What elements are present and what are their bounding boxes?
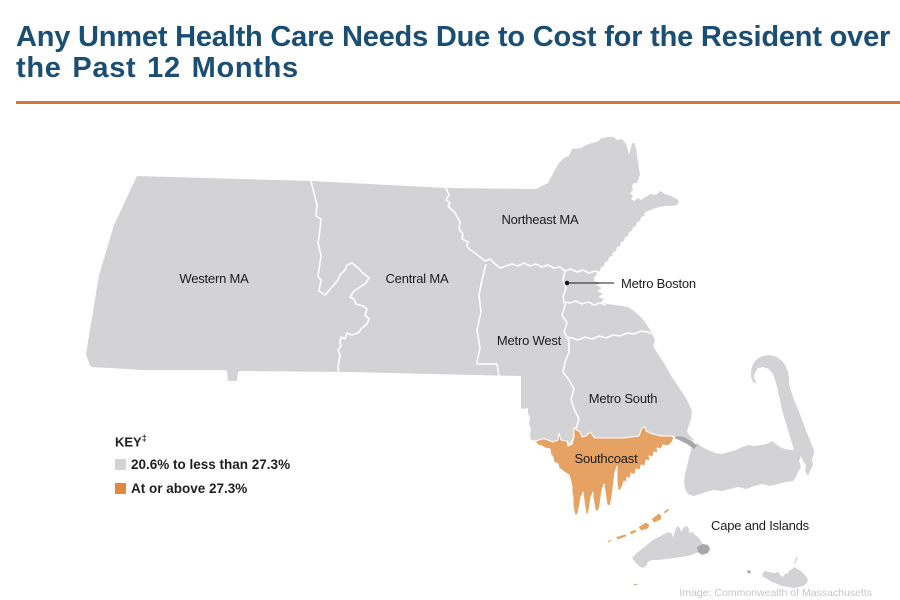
svg-text:Metro Boston: Metro Boston [621,276,696,291]
svg-text:Southcoast: Southcoast [574,451,638,466]
svg-text:Metro South: Metro South [589,391,658,406]
svg-text:Metro West: Metro West [497,333,562,348]
svg-text:Cape and Islands: Cape and Islands [711,518,810,533]
svg-text:Western MA: Western MA [179,271,249,286]
svg-text:Central MA: Central MA [385,271,449,286]
svg-text:Northeast MA: Northeast MA [501,212,579,227]
